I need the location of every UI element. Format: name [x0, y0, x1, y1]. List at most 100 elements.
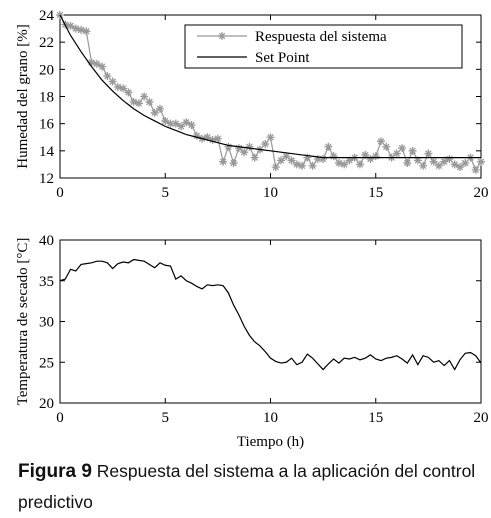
legend-label: Set Point	[255, 50, 310, 66]
y-tick-label: 20	[39, 62, 54, 78]
marker	[408, 146, 417, 155]
marker	[224, 142, 233, 151]
y-tick-label: 24	[39, 8, 55, 24]
marker	[213, 134, 222, 143]
marker	[234, 144, 243, 153]
marker	[403, 159, 412, 168]
marker	[108, 77, 117, 86]
marker	[282, 152, 291, 161]
marker	[203, 133, 212, 142]
marker	[355, 160, 364, 169]
marker	[361, 150, 370, 159]
marker	[419, 161, 428, 170]
y-tick-label: 40	[39, 233, 54, 249]
marker	[271, 163, 280, 172]
marker	[129, 97, 138, 106]
marker	[303, 153, 312, 162]
marker	[398, 144, 407, 153]
x-axis-label: Tiempo (h)	[237, 434, 304, 450]
x-tick-label: 10	[263, 410, 278, 426]
marker	[161, 116, 170, 125]
x-tick-label: 10	[263, 185, 278, 201]
marker	[66, 21, 75, 30]
marker	[324, 142, 333, 151]
marker	[145, 97, 154, 106]
marker	[434, 161, 443, 170]
marker	[392, 149, 401, 158]
marker	[166, 119, 175, 128]
marker	[308, 161, 317, 170]
marker	[219, 157, 228, 166]
caption-label: Figura 9	[18, 461, 92, 482]
marker	[87, 58, 96, 67]
legend-box	[184, 24, 463, 69]
marker	[345, 156, 354, 165]
marker	[182, 118, 191, 127]
marker	[171, 119, 180, 128]
y-axis-label: Humedad del grano [%]	[15, 24, 31, 169]
x-tick-label: 0	[56, 410, 64, 426]
marker	[103, 72, 112, 81]
marker	[371, 152, 380, 161]
marker	[134, 99, 143, 108]
series-line	[59, 14, 481, 159]
marker	[124, 88, 133, 97]
axes-box	[59, 239, 482, 404]
marker	[266, 133, 275, 142]
marker	[471, 165, 480, 174]
marker	[140, 92, 149, 101]
marker	[377, 137, 386, 146]
marker	[461, 159, 470, 168]
marker	[382, 142, 391, 151]
marker	[119, 84, 128, 93]
marker	[240, 148, 249, 157]
marker	[208, 135, 217, 144]
y-tick-label: 18	[39, 90, 54, 106]
x-tick-label: 20	[474, 185, 489, 201]
y-tick-label: 20	[39, 396, 54, 412]
marker	[150, 108, 159, 117]
marker	[413, 156, 422, 165]
marker	[192, 131, 201, 140]
marker	[429, 157, 438, 166]
marker	[455, 163, 464, 172]
marker	[277, 156, 286, 165]
caption-text: Respuesta del sistema a la aplicación de…	[18, 461, 476, 512]
marker	[298, 161, 307, 170]
marker	[292, 160, 301, 169]
x-tick-label: 5	[162, 410, 170, 426]
marker	[155, 104, 164, 113]
marker	[250, 153, 259, 162]
y-tick-label: 30	[39, 315, 54, 331]
x-tick-label: 0	[56, 185, 64, 201]
marker	[71, 24, 80, 33]
marker	[445, 154, 454, 163]
caption: Figura 9 Respuesta del sistema a la apli…	[18, 456, 488, 517]
marker	[77, 25, 86, 34]
y-tick-label: 12	[39, 171, 54, 187]
x-tick-label: 5	[162, 185, 170, 201]
marker	[82, 27, 91, 36]
x-tick-label: 15	[368, 185, 383, 201]
marker	[245, 142, 254, 151]
x-tick-label: 15	[368, 410, 383, 426]
x-tick-label: 20	[474, 410, 489, 426]
marker	[440, 157, 449, 166]
series-line	[59, 258, 482, 371]
marker	[477, 157, 485, 166]
marker	[340, 160, 349, 169]
marker	[187, 121, 196, 130]
y-tick-label: 14	[39, 144, 55, 160]
legend-marker	[218, 32, 226, 40]
marker	[424, 149, 433, 158]
marker	[113, 82, 122, 91]
marker	[366, 154, 375, 163]
marker	[92, 59, 101, 68]
marker	[229, 159, 238, 168]
marker	[329, 152, 338, 161]
y-tick-label: 22	[39, 35, 54, 51]
y-tick-label: 16	[39, 117, 55, 133]
marker	[177, 122, 186, 131]
y-tick-label: 35	[39, 274, 54, 290]
